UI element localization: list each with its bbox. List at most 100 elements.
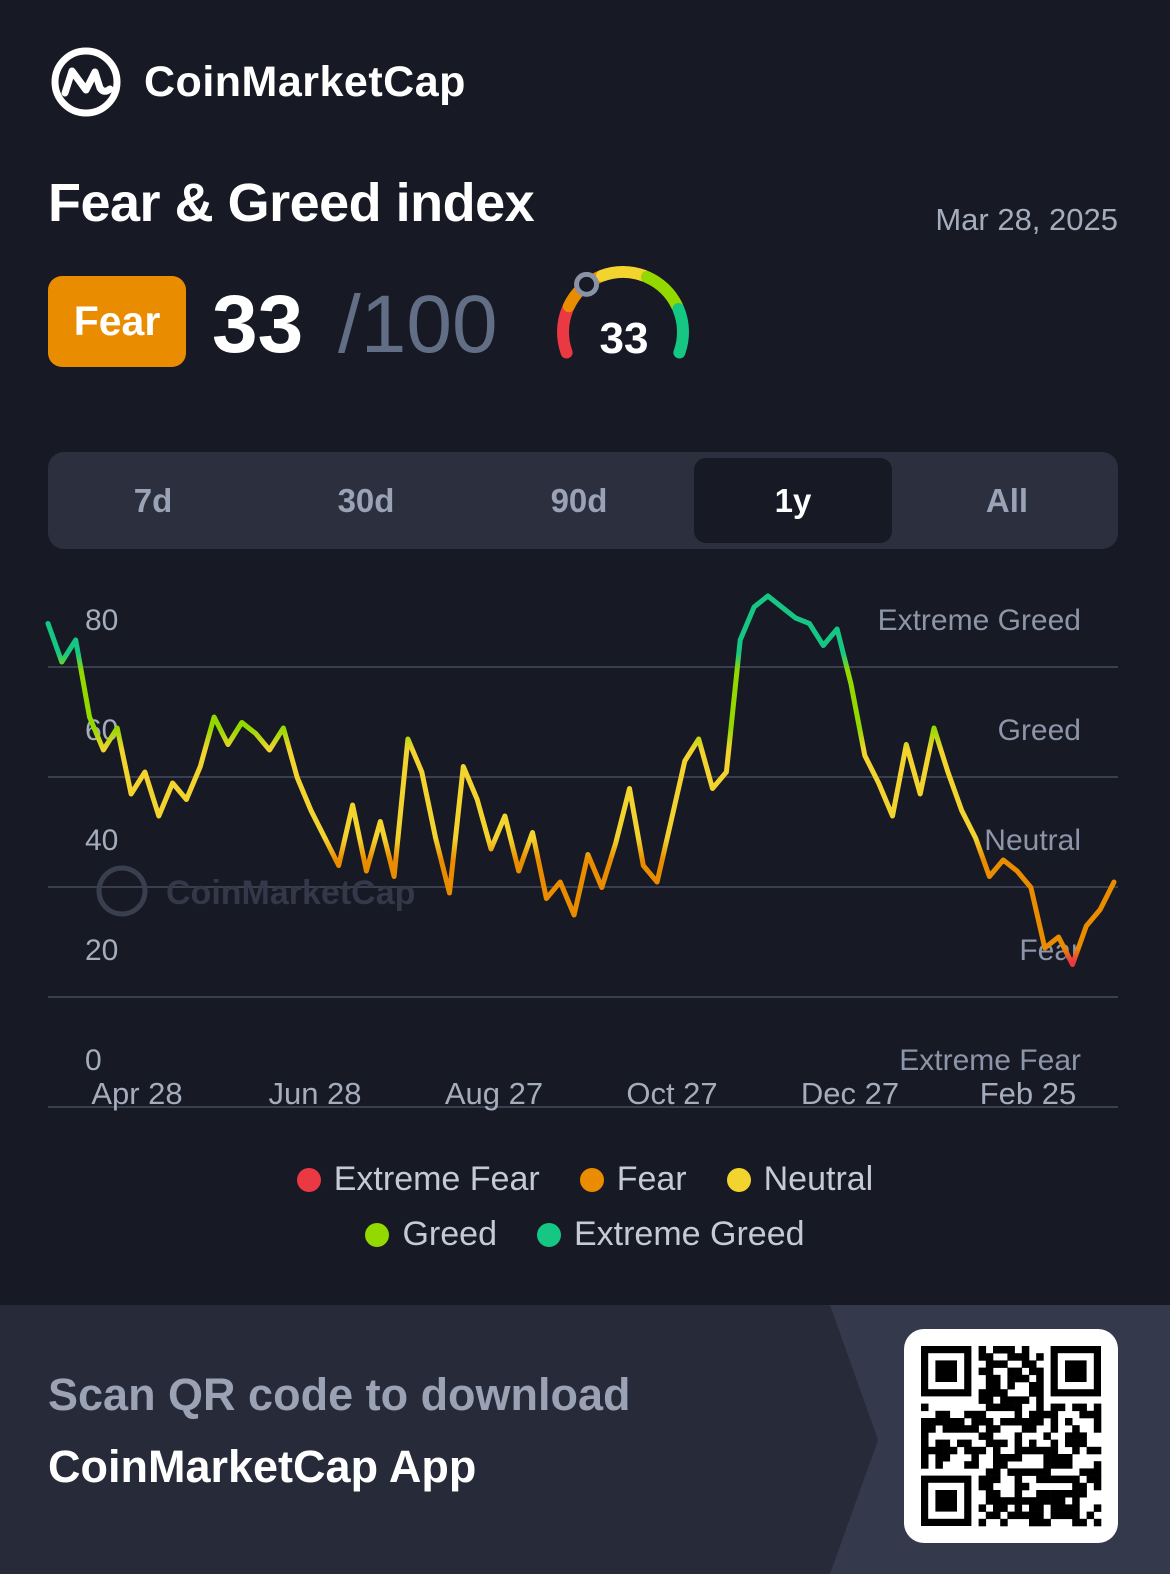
x-tick-label: Dec 27: [801, 1076, 899, 1111]
qr-module: [1007, 1468, 1015, 1476]
tab-1y[interactable]: 1y: [694, 458, 892, 543]
tab-30d[interactable]: 30d: [267, 458, 465, 543]
qr-module: [1000, 1346, 1008, 1354]
qr-module: [1072, 1446, 1080, 1455]
qr-module: [1036, 1497, 1044, 1505]
qr-module: [1029, 1382, 1037, 1390]
gauge-indicator-icon: [574, 271, 600, 297]
qr-module: [971, 1418, 979, 1426]
qr-module: [949, 1446, 958, 1455]
qr-module: [978, 1410, 987, 1419]
qr-module: [1050, 1403, 1059, 1412]
qr-module: [1014, 1511, 1023, 1520]
qr-module: [1021, 1353, 1030, 1361]
qr-module: [921, 1439, 929, 1448]
qr-module: [1014, 1410, 1023, 1419]
tab-90d[interactable]: 90d: [480, 458, 678, 543]
chart-grid: [48, 666, 1118, 1108]
qr-module: [935, 1439, 943, 1448]
qr-module: [1000, 1461, 1008, 1469]
qr-module: [978, 1518, 987, 1527]
gauge-value: 33: [600, 314, 649, 363]
chart-watermark: CoinMarketCap: [96, 865, 415, 917]
qr-module: [1014, 1374, 1023, 1383]
qr-module: [1036, 1374, 1044, 1383]
qr-module: [942, 1446, 951, 1455]
qr-module: [1029, 1425, 1037, 1433]
banner-text-line-1: Scan QR code to download: [48, 1369, 631, 1420]
qr-module: [1021, 1497, 1030, 1505]
legend-dot: [579, 1167, 604, 1192]
qr-module: [1021, 1482, 1030, 1491]
zone-label: Neutral: [984, 824, 1081, 857]
qr-module: [985, 1497, 994, 1505]
x-tick-label: Apr 28: [91, 1076, 182, 1111]
qr-module: [978, 1432, 987, 1440]
qr-module: [1050, 1490, 1059, 1498]
qr-module: [1021, 1425, 1030, 1433]
qr-module: [985, 1403, 994, 1412]
watermark-text: CoinMarketCap: [166, 874, 415, 912]
gauge-arc-segment: [640, 270, 684, 313]
qr-module: [1014, 1504, 1023, 1512]
qr-module: [1093, 1482, 1102, 1491]
qr-module: [1043, 1475, 1051, 1484]
qr-module: [1093, 1518, 1102, 1527]
qr-module: [1021, 1418, 1030, 1426]
qr-module: [985, 1432, 994, 1440]
qr-module: [1050, 1497, 1059, 1505]
qr-module: [985, 1425, 994, 1433]
qr-module: [964, 1461, 972, 1469]
qr-module: [1072, 1482, 1080, 1491]
qr-module: [1029, 1418, 1037, 1426]
gauge-arc-segment: [672, 303, 689, 359]
tab-all[interactable]: All: [908, 458, 1106, 543]
qr-module: [993, 1454, 1001, 1462]
x-tick-label: Aug 27: [445, 1076, 543, 1111]
qr-module: [985, 1468, 994, 1476]
qr-module: [1093, 1446, 1102, 1455]
qr-module: [1086, 1446, 1095, 1455]
qr-module: [1036, 1518, 1044, 1527]
qr-module: [993, 1374, 1001, 1383]
qr-module: [1043, 1432, 1051, 1440]
qr-module: [1036, 1396, 1044, 1404]
qr-module: [1057, 1403, 1066, 1412]
tab-7d[interactable]: 7d: [54, 458, 252, 543]
legend-label: Extreme Greed: [573, 1215, 805, 1253]
qr-module: [1014, 1432, 1023, 1440]
qr-module: [1057, 1461, 1066, 1469]
qr-module: [1072, 1497, 1080, 1505]
qr-module: [1007, 1497, 1015, 1505]
legend-label: Greed: [402, 1215, 497, 1253]
qr-module: [935, 1454, 943, 1462]
qr-module: [993, 1360, 1001, 1368]
qr-module: [935, 1418, 943, 1426]
qr-module: [985, 1374, 994, 1383]
qr-module: [1065, 1461, 1073, 1469]
qr-module: [928, 1425, 936, 1433]
legend-label: Extreme Fear: [333, 1160, 540, 1198]
qr-module: [921, 1418, 929, 1426]
qr-module: [993, 1403, 1001, 1412]
qr-module: [1043, 1446, 1051, 1455]
qr-module: [1000, 1396, 1008, 1404]
zone-label: Extreme Greed: [878, 604, 1081, 637]
qr-module: [957, 1425, 965, 1433]
legend-dot: [726, 1167, 751, 1192]
qr-module: [1079, 1439, 1087, 1448]
qr-module: [978, 1367, 987, 1376]
qr-module: [935, 1410, 943, 1419]
qr-module: [1036, 1446, 1044, 1455]
qr-module: [935, 1461, 943, 1469]
qr-module: [964, 1410, 972, 1419]
qr-module: [1093, 1410, 1102, 1419]
qr-module: [1093, 1461, 1102, 1469]
qr-module: [985, 1475, 994, 1484]
qr-code[interactable]: [904, 1329, 1118, 1543]
qr-module: [1014, 1439, 1023, 1448]
qr-module: [993, 1490, 1001, 1498]
gauge-arc-segment: [557, 303, 574, 359]
qr-module: [1029, 1360, 1037, 1368]
